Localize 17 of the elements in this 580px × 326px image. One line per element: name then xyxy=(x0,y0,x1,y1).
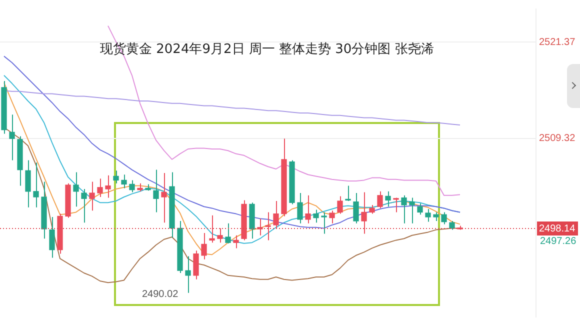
text: 2497.26 xyxy=(540,236,576,247)
candlestick xyxy=(321,212,327,234)
candlestick xyxy=(33,162,39,208)
candlestick xyxy=(409,197,415,224)
candlestick xyxy=(81,188,87,224)
y-tick-label: 2521.37 xyxy=(539,36,576,48)
candlestick xyxy=(425,208,431,222)
text: 现货黄金 2024年9月2日 周一 整体走势 30分钟图 张尧浠 xyxy=(100,41,434,58)
candlestick xyxy=(89,181,95,212)
ref-line-label: 2498.14 xyxy=(539,223,576,234)
annotation: 2490.02 xyxy=(142,289,178,300)
y-tick-label: 2509.32 xyxy=(539,133,576,144)
candlestick xyxy=(401,194,407,224)
candlestick xyxy=(97,178,103,198)
candlestick xyxy=(225,222,231,244)
candlestick xyxy=(105,174,111,198)
candlestick xyxy=(217,228,223,244)
